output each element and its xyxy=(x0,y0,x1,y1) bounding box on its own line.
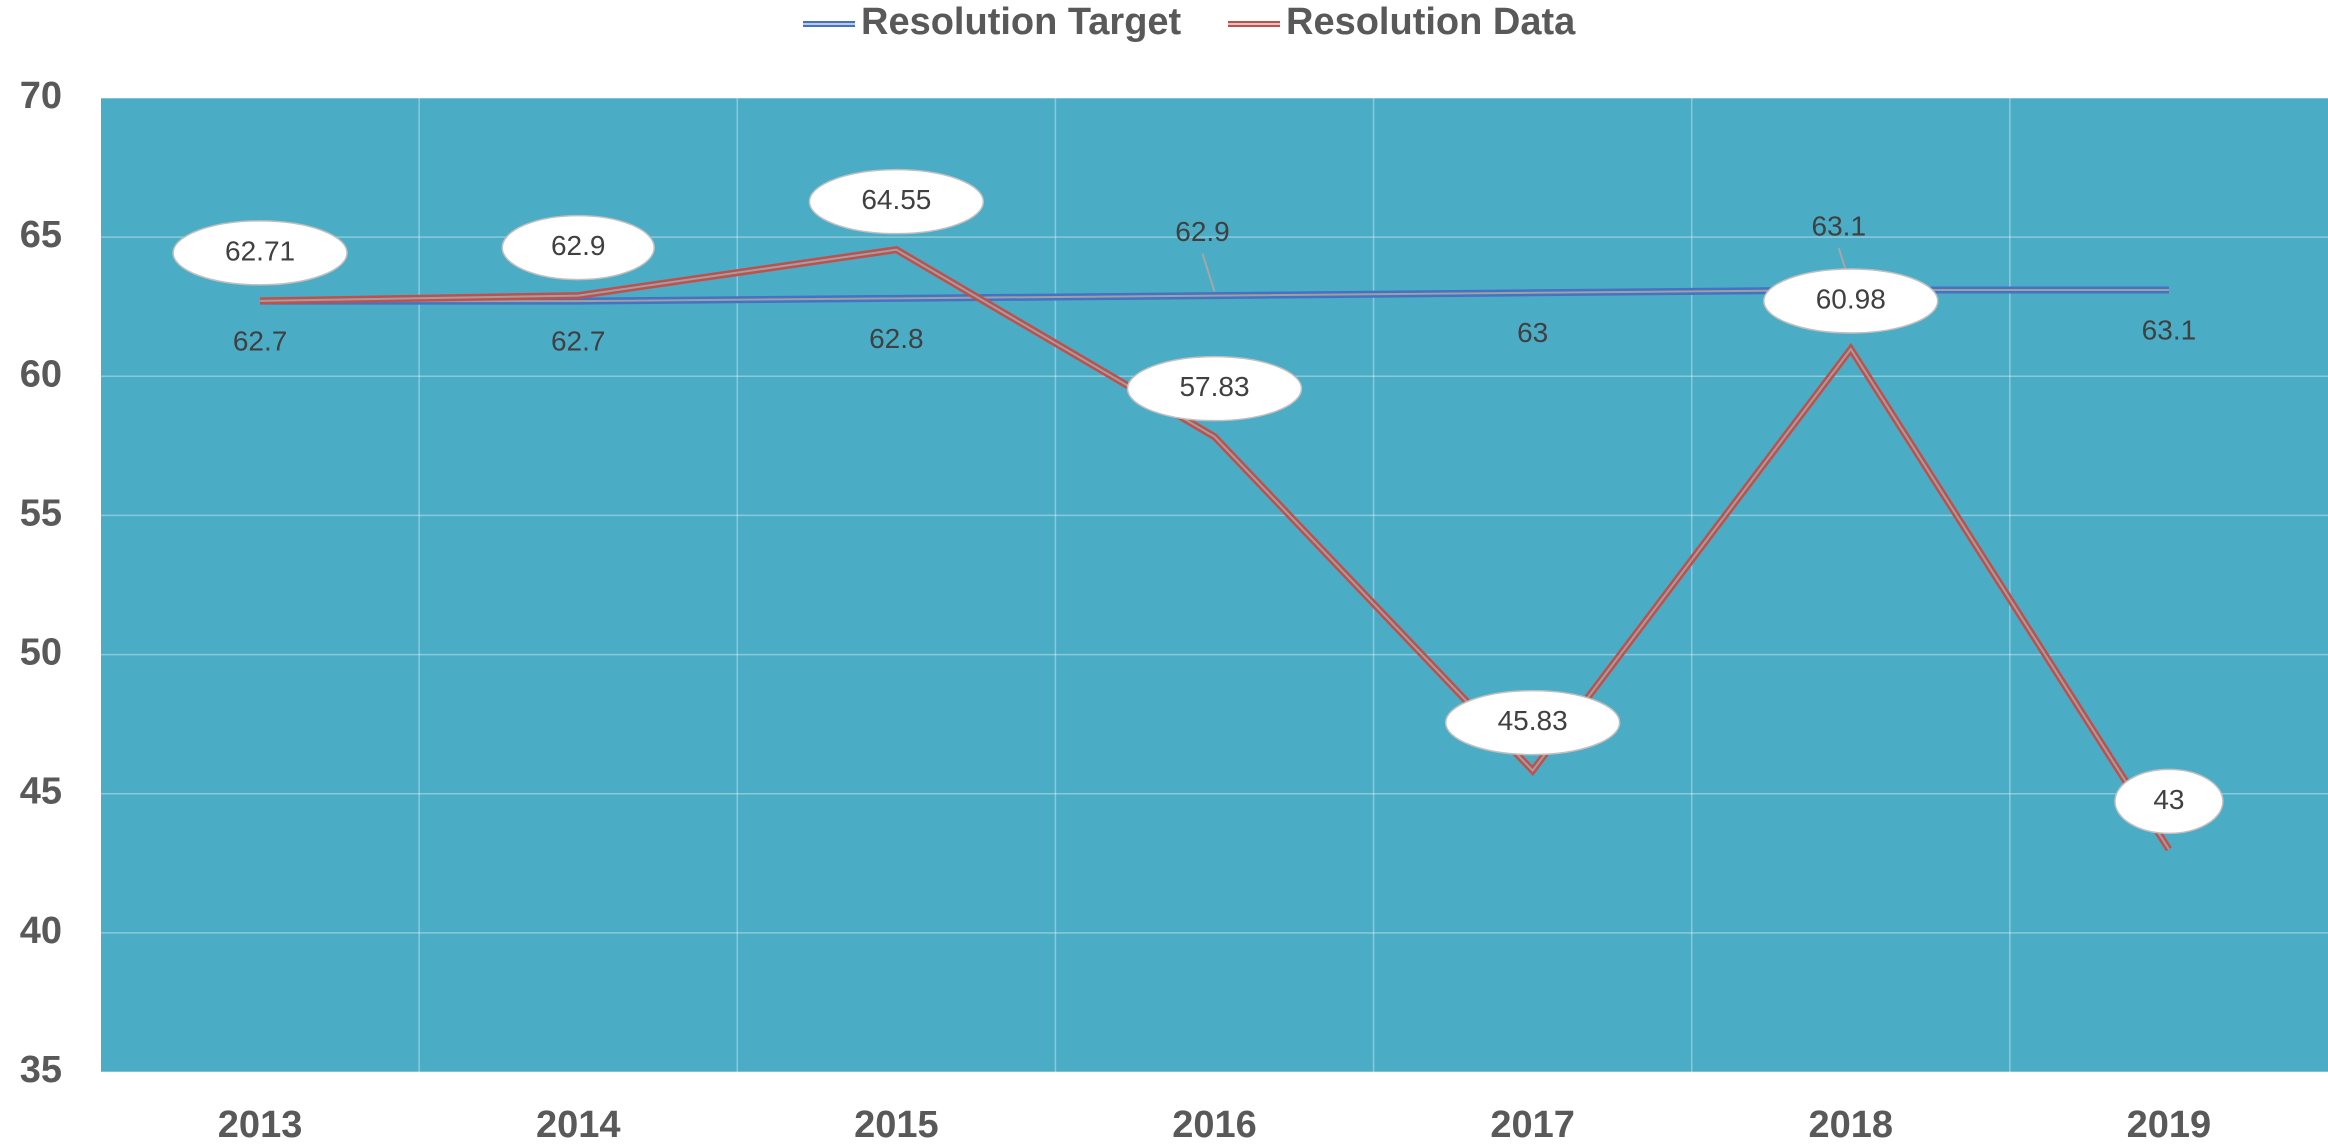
legend-label: Resolution Target xyxy=(861,1,1182,43)
y-tick-label: 55 xyxy=(20,492,62,534)
data-label: 64.55 xyxy=(861,184,931,215)
data-label: 63 xyxy=(1517,317,1548,348)
data-label: 57.83 xyxy=(1179,371,1249,402)
data-label-bubble xyxy=(808,168,985,235)
data-label-bubble xyxy=(501,214,655,281)
x-tick-label: 2014 xyxy=(536,1104,621,1146)
x-tick-label: 2019 xyxy=(2127,1104,2212,1146)
y-tick-label: 60 xyxy=(20,353,62,395)
data-label: 45.83 xyxy=(1498,705,1568,736)
x-tick-label: 2017 xyxy=(1490,1104,1575,1146)
legend-label: Resolution Data xyxy=(1286,1,1576,43)
x-tick-label: 2018 xyxy=(1809,1104,1894,1146)
x-tick-label: 2016 xyxy=(1172,1104,1257,1146)
data-label-bubble xyxy=(172,220,348,286)
y-tick-label: 35 xyxy=(20,1049,62,1091)
data-label-bubble xyxy=(1126,355,1303,422)
y-tick-label: 40 xyxy=(20,910,62,952)
series-line-inner xyxy=(260,248,2170,850)
y-tick-label: 50 xyxy=(20,632,62,674)
data-label: 62.71 xyxy=(225,235,295,266)
leader-line xyxy=(1201,253,1216,292)
data-label: 43 xyxy=(2153,784,2184,815)
data-label-bubble xyxy=(2114,768,2224,835)
x-tick-label: 2013 xyxy=(218,1104,303,1146)
x-tick-label: 2015 xyxy=(854,1104,939,1146)
y-tick-label: 45 xyxy=(20,771,62,813)
data-label-bubble xyxy=(1444,689,1621,756)
data-label: 62.9 xyxy=(551,230,606,261)
data-label: 62.9 xyxy=(1175,216,1230,247)
data-label: 60.98 xyxy=(1816,283,1886,314)
data-label: 62.7 xyxy=(551,326,606,357)
y-tick-label: 65 xyxy=(20,214,62,256)
data-label: 63.1 xyxy=(1812,210,1867,241)
data-label: 62.8 xyxy=(869,323,924,354)
data-label-bubble xyxy=(1763,268,1939,334)
data-label: 63.1 xyxy=(2142,314,2197,345)
plot-area xyxy=(101,98,2328,1072)
legend: Resolution Target Resolution Data xyxy=(803,1,1576,43)
y-tick-label: 70 xyxy=(20,75,62,117)
data-label: 62.7 xyxy=(233,326,288,357)
